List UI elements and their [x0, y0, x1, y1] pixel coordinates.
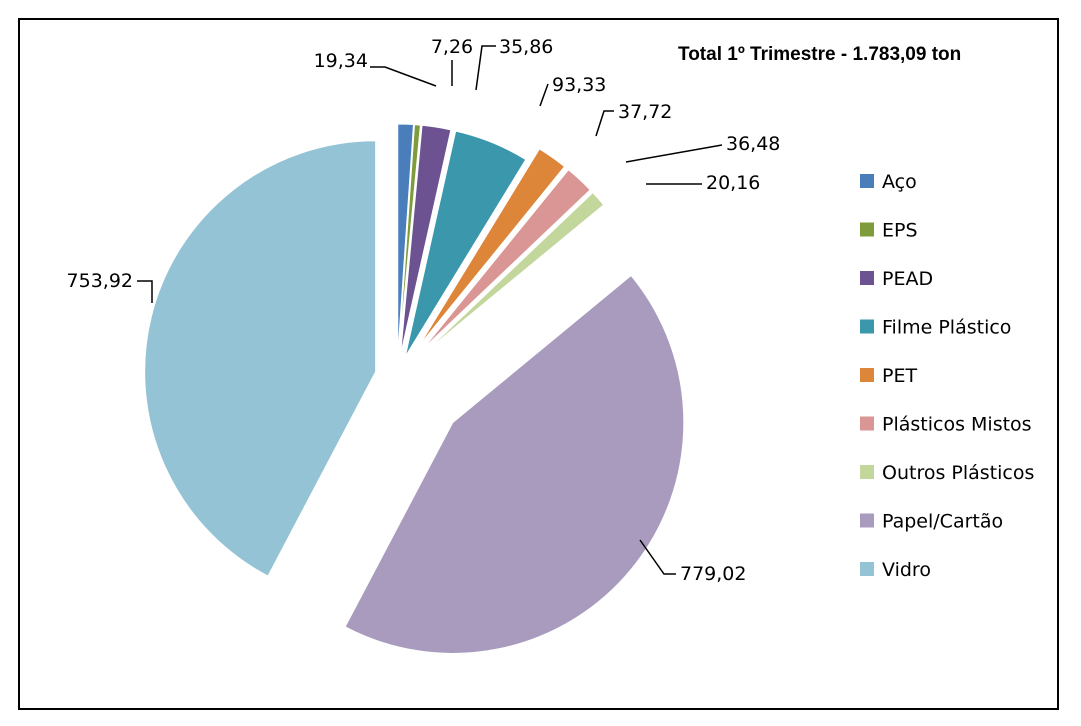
pie-slice-pet [418, 148, 566, 347]
legend-label-vidro: Vidro [882, 559, 931, 581]
leader-line-filme-plastico [539, 83, 549, 107]
data-label-plasticos-mistos: 36,48 [726, 133, 780, 155]
legend-label-papel-cartao: Papel/Cartão [882, 511, 1003, 533]
leader-line-papel-cartao [639, 539, 676, 575]
legend-swatch-pet [860, 368, 874, 382]
legend-label-pet: PET [882, 365, 917, 387]
legend-swatch-filme-plastico [860, 319, 874, 334]
legend-label-eps: EPS [882, 220, 918, 242]
legend-label-filme-plastico: Filme Plástico [882, 317, 1011, 339]
data-label-pet: 37,72 [618, 101, 672, 123]
pie-slice-eps [398, 124, 421, 356]
legend-swatch-vidro [860, 562, 874, 576]
data-label-aco: 19,34 [314, 50, 368, 72]
data-label-outros-plasticos: 20,16 [706, 172, 760, 194]
legend-swatch-pead [860, 271, 874, 285]
legend-label-pead: PEAD [882, 268, 933, 290]
data-label-eps: 7,26 [431, 36, 473, 58]
leader-line-aco [370, 66, 437, 87]
pie-slice-outros-plasticos [425, 191, 605, 353]
data-labels: 19,34 7,26 35,86 93,33 37,72 36,48 20,16 779,02… [67, 36, 781, 585]
leader-line-plasticos-mistos [625, 144, 723, 163]
legend-swatch-eps [860, 222, 874, 237]
data-label-filme-plastico: 93,33 [552, 74, 606, 96]
pie-slice-vidro [144, 140, 377, 577]
pie-slice-filme-plastico [404, 130, 527, 357]
pie-slice-plasticos-mistos [422, 169, 591, 350]
pie-slices [144, 123, 685, 654]
pie-slice-aco [397, 123, 415, 356]
leader-line-pead [475, 45, 496, 91]
pie-slice-papel-cartao [344, 274, 685, 654]
legend-swatch-aco [860, 174, 874, 188]
legend: Aço EPS PEAD Filme Plástico PET Plásticos Mis… [860, 171, 1034, 581]
legend-swatch-plasticos-mistos [860, 416, 874, 431]
legend-label-plasticos-mistos: Plásticos Mistos [882, 414, 1032, 436]
pie-slice-pead [399, 124, 452, 356]
leader-line-pet [595, 110, 614, 137]
legend-label-aco: Aço [882, 171, 917, 193]
leader-lines [137, 45, 723, 575]
legend-label-outros-plasticos: Outros Plásticos [882, 462, 1034, 484]
legend-swatch-papel-cartao [860, 513, 874, 528]
data-label-pead: 35,86 [499, 36, 553, 58]
leader-line-vidro [137, 280, 153, 303]
data-label-papel-cartao: 779,02 [680, 563, 746, 585]
legend-swatch-outros-plasticos [860, 465, 874, 479]
chart-title: Total 1º Trimestre - 1.783,09 ton [678, 44, 961, 65]
data-label-vidro: 753,92 [67, 270, 133, 292]
